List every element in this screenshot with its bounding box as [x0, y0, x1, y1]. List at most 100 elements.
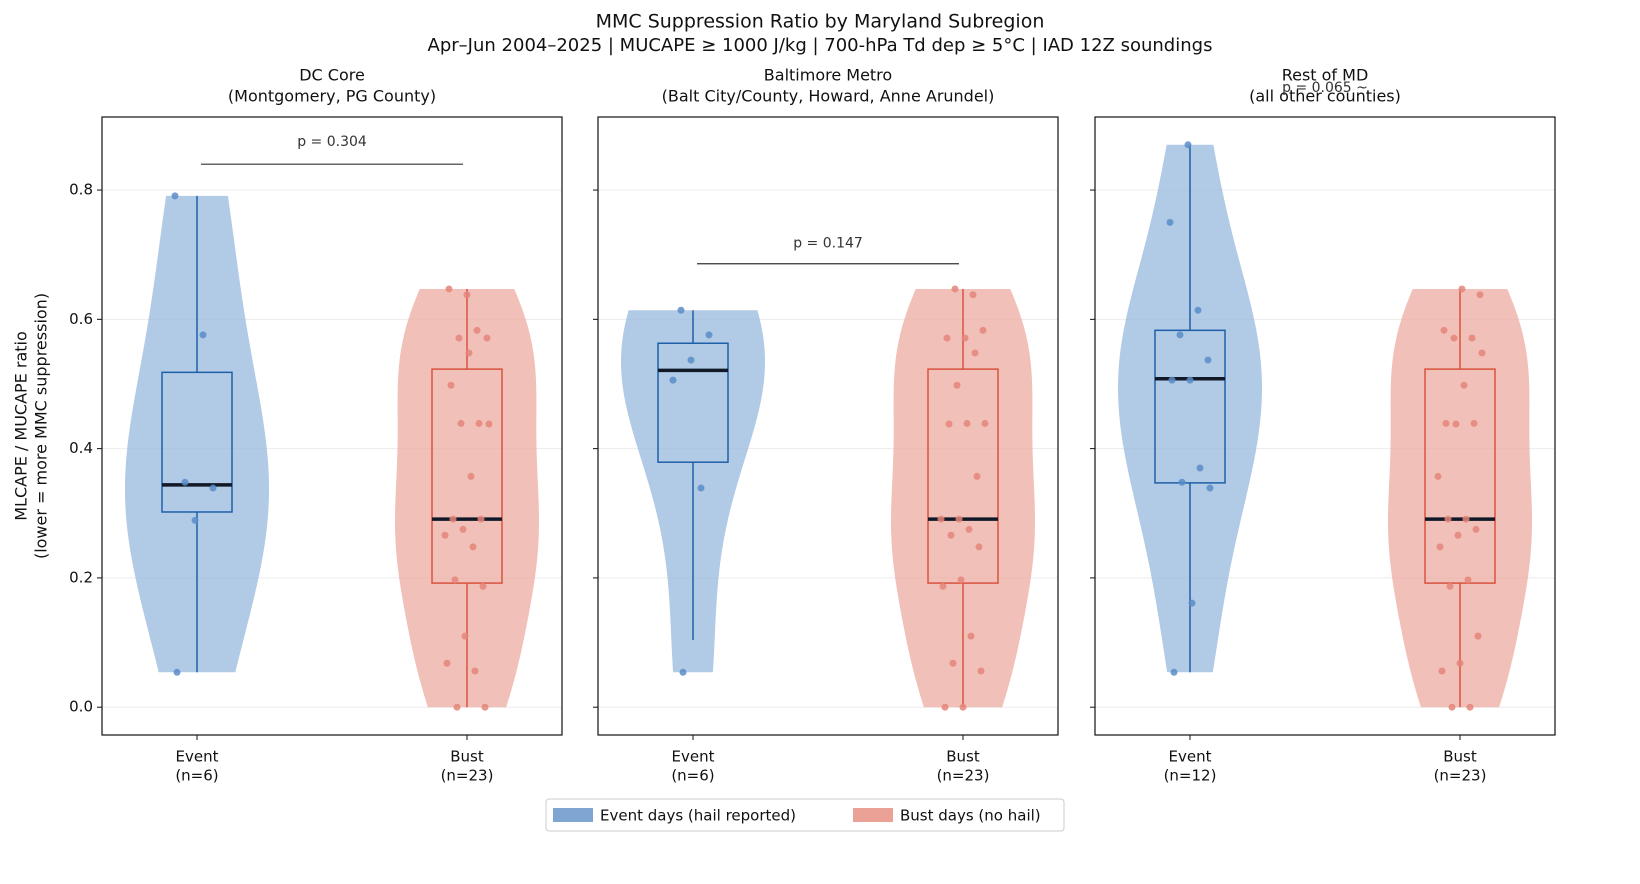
data-point	[479, 582, 487, 590]
data-point	[969, 291, 977, 299]
x-tick-label: Bust	[946, 748, 980, 766]
data-point	[697, 484, 705, 492]
data-point	[1452, 420, 1460, 428]
y-tick-label: 0.6	[69, 310, 93, 328]
y-axis-label: (lower = more MMC suppression)	[32, 293, 51, 559]
data-point	[1186, 376, 1194, 384]
data-point	[455, 334, 463, 342]
box	[927, 368, 999, 584]
data-point	[1436, 543, 1444, 551]
data-point	[1472, 525, 1480, 533]
plot-frame	[1094, 116, 1556, 736]
data-point	[443, 659, 451, 667]
panel-title: Baltimore Metro	[764, 66, 892, 85]
data-point	[1440, 326, 1448, 334]
data-point	[451, 576, 459, 584]
data-point	[181, 478, 189, 486]
data-point	[979, 326, 987, 334]
y-tick-label: 0.0	[69, 698, 93, 716]
data-point	[475, 419, 483, 427]
panel-title: (Balt City/County, Howard, Anne Arundel)	[662, 87, 995, 106]
data-point	[937, 515, 945, 523]
data-point	[191, 516, 199, 524]
panel-title: (Montgomery, PG County)	[228, 87, 436, 106]
data-point	[1434, 472, 1442, 480]
p-value-label: p = 0.304	[297, 134, 367, 150]
data-point	[447, 381, 455, 389]
box	[1424, 368, 1496, 584]
data-point	[209, 484, 217, 492]
plot-frame	[101, 116, 563, 736]
data-point	[465, 349, 473, 357]
plot-frame	[597, 116, 1059, 736]
data-point	[1206, 484, 1214, 492]
data-point	[1456, 659, 1464, 667]
data-point	[477, 515, 485, 523]
box	[431, 368, 503, 584]
x-tick-label: (n=6)	[671, 767, 714, 785]
data-point	[965, 525, 973, 533]
data-point	[1470, 419, 1478, 427]
panel-title: Rest of MD	[1282, 66, 1369, 85]
data-point	[1446, 582, 1454, 590]
x-tick-label: (n=23)	[441, 767, 494, 785]
data-point	[459, 525, 467, 533]
panel-title: DC Core	[299, 66, 365, 85]
violin	[891, 288, 1035, 708]
data-point	[467, 472, 475, 480]
legend-label: Bust days (no hail)	[900, 807, 1041, 825]
y-tick-label: 0.8	[69, 181, 93, 199]
x-tick-label: (n=23)	[1434, 767, 1487, 785]
data-point	[1468, 334, 1476, 342]
data-point	[471, 667, 479, 675]
data-point	[441, 531, 449, 539]
data-point	[481, 703, 489, 711]
data-point	[1478, 349, 1486, 357]
data-point	[945, 420, 953, 428]
data-point	[1464, 576, 1472, 584]
violin	[395, 288, 539, 708]
data-point	[679, 668, 687, 676]
data-point	[687, 356, 695, 364]
data-point	[485, 420, 493, 428]
data-point	[445, 285, 453, 293]
chart-title: MMC Suppression Ratio by Maryland Subreg…	[596, 11, 1045, 33]
data-point	[967, 632, 975, 640]
data-point	[483, 334, 491, 342]
data-point	[1448, 703, 1456, 711]
data-point	[199, 331, 207, 339]
data-point	[1462, 515, 1470, 523]
data-point	[1454, 531, 1462, 539]
data-point	[449, 515, 457, 523]
x-tick-label: Event	[176, 748, 219, 766]
legend-swatch	[553, 808, 593, 822]
legend-frame	[545, 798, 1065, 832]
data-point	[957, 576, 965, 584]
x-tick-label: Event	[1169, 748, 1212, 766]
data-point	[1168, 376, 1176, 384]
box	[1154, 329, 1226, 484]
data-point	[469, 543, 477, 551]
x-tick-label: Bust	[450, 748, 484, 766]
p-value-label: p = 0.147	[793, 236, 863, 252]
data-point	[949, 659, 957, 667]
data-point	[173, 668, 181, 676]
data-point	[705, 331, 713, 339]
legend-label: Event days (hail reported)	[600, 807, 796, 825]
data-point	[1194, 306, 1202, 314]
violin	[1388, 288, 1532, 708]
x-tick-label: Event	[672, 748, 715, 766]
data-point	[1188, 599, 1196, 607]
data-point	[977, 667, 985, 675]
box	[161, 371, 233, 513]
data-point	[1442, 419, 1450, 427]
data-point	[457, 419, 465, 427]
data-point	[943, 334, 951, 342]
panel-title: (all other counties)	[1249, 87, 1401, 106]
data-point	[947, 531, 955, 539]
data-point	[463, 291, 471, 299]
data-point	[1178, 478, 1186, 486]
data-point	[1450, 334, 1458, 342]
